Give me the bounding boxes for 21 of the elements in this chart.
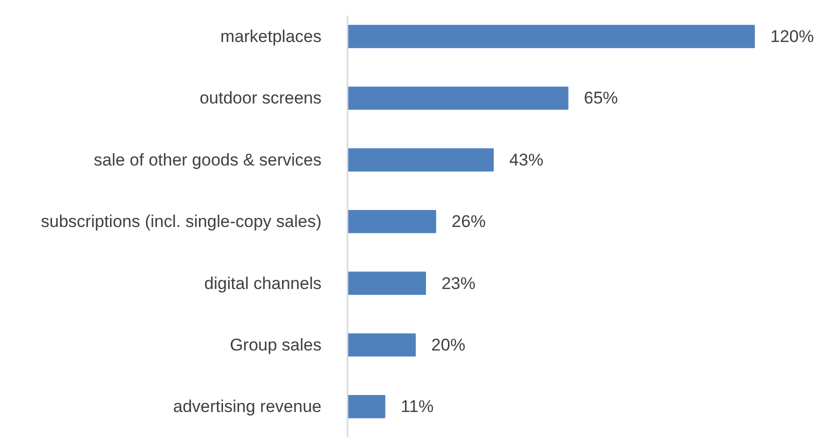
data-label: 23% [441,274,476,293]
data-label: 26% [452,212,486,232]
bar [348,86,568,110]
data-label: 65% [584,88,618,108]
y-tick-label: marketplaces [220,26,322,46]
bar [348,395,386,418]
y-tick-label: outdoor screens [200,88,322,108]
bar [348,272,426,295]
data-label: 20% [431,335,466,354]
data-label: 43% [509,150,544,170]
bar [348,333,416,357]
y-tick-label: Group sales [230,335,322,354]
bar [348,24,755,48]
bar [348,210,436,234]
y-tick-label: digital channels [204,274,322,293]
data-label: 11% [400,397,434,416]
y-tick-label: sale of other goods & services [94,150,322,170]
bar [348,148,494,172]
y-tick-label: advertising revenue [173,397,322,416]
y-tick-label: subscriptions (incl. single-copy sales) [40,212,322,232]
data-label: 120% [770,26,814,46]
